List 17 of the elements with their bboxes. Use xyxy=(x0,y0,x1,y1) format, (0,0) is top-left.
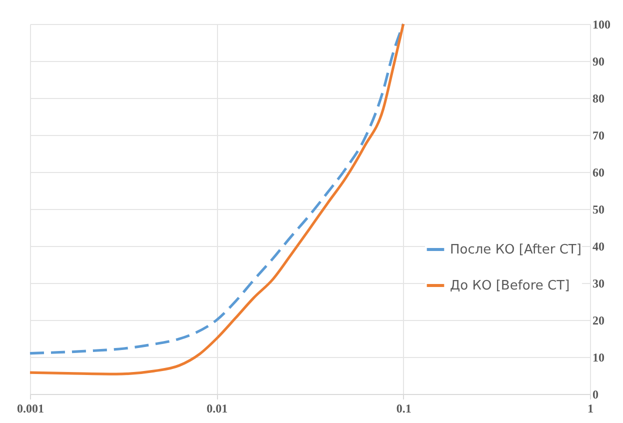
y-tick-label: 30 xyxy=(592,276,604,290)
y-tick-label: 90 xyxy=(592,54,604,68)
x-tick-label: 0.1 xyxy=(396,402,412,416)
y-tick-label: 70 xyxy=(592,128,604,142)
y-tick-label: 0 xyxy=(592,388,598,402)
y-tick-label: 20 xyxy=(592,314,604,328)
x-tick-label: 1 xyxy=(588,402,594,416)
y-tick-label: 60 xyxy=(592,166,604,180)
y-tick-label: 100 xyxy=(592,18,610,32)
legend-label: До КО [Before CT] xyxy=(450,278,570,294)
y-tick-label: 40 xyxy=(592,240,604,254)
legend-label: После КО [After CT] xyxy=(450,242,582,258)
y-tick-label: 80 xyxy=(592,92,604,106)
x-tick-label: 0.01 xyxy=(206,402,228,416)
x-tick-label: 0.001 xyxy=(17,402,44,416)
y-tick-label: 50 xyxy=(592,202,604,216)
y-tick-label: 10 xyxy=(592,350,604,364)
